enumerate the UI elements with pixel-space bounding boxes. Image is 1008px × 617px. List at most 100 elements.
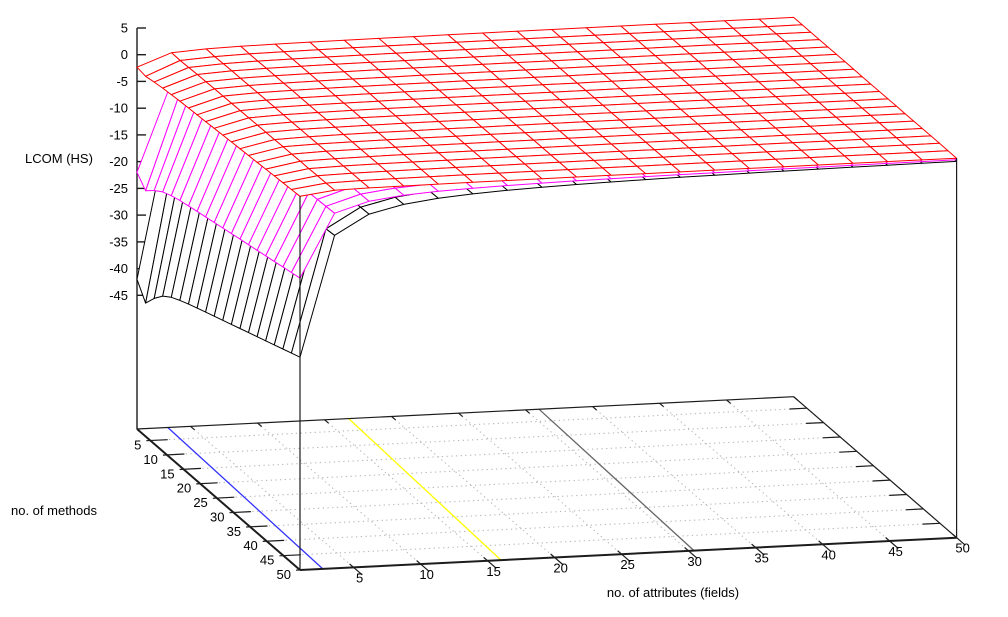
z-tick-label: -20 xyxy=(109,154,128,169)
attrs-tick xyxy=(885,537,899,549)
grid-line-attrs xyxy=(525,409,689,552)
methods-tick-mirror xyxy=(855,465,874,468)
z-tick-label: -5 xyxy=(116,74,128,89)
methods-tick-label: 5 xyxy=(134,438,141,453)
z-axis-title: LCOM (HS) xyxy=(25,151,93,166)
y-axis-title: no. of attributes (fields) xyxy=(607,585,739,600)
attrs-tick-label: 40 xyxy=(821,547,835,562)
base-back-left-edge xyxy=(136,396,794,430)
z-tick-label: 5 xyxy=(121,21,128,36)
attrs-tick-label: 20 xyxy=(553,561,567,576)
attrs-tick-mirror xyxy=(659,402,664,408)
methods-tick xyxy=(162,453,185,456)
methods-tick-label: 35 xyxy=(227,524,241,539)
attrs-tick-mirror xyxy=(592,406,597,411)
lcom-red-surface xyxy=(136,16,958,197)
methods-tick-mirror xyxy=(822,436,841,439)
z-tick-label: -25 xyxy=(109,181,128,196)
methods-tick-label: 15 xyxy=(160,466,174,481)
attrs-tick-label: 45 xyxy=(888,544,902,559)
attrs-tick xyxy=(684,546,698,559)
methods-tick-label: 40 xyxy=(243,538,257,553)
methods-tick xyxy=(212,496,235,499)
attrs-tick-mirror xyxy=(324,419,329,424)
methods-tick xyxy=(229,511,251,514)
contour-blue xyxy=(167,427,324,570)
methods-tick-mirror xyxy=(789,407,807,410)
attrs-tick-label: 35 xyxy=(754,551,768,566)
lcom-red-mesh-cell xyxy=(290,182,336,197)
z-tick-label: -30 xyxy=(109,208,128,223)
grid-line-attrs xyxy=(726,399,890,542)
attrs-axis-line xyxy=(299,536,957,571)
attrs-tick xyxy=(751,543,765,556)
attrs-tick-label: 10 xyxy=(419,567,433,582)
attrs-tick-label: 5 xyxy=(356,570,363,585)
attrs-tick-mirror xyxy=(190,425,195,431)
methods-tick-label: 20 xyxy=(177,481,191,496)
attrs-tick xyxy=(550,553,564,566)
methods-tick-label: 10 xyxy=(143,452,157,467)
contour-yellow xyxy=(348,418,502,561)
methods-tick-label: 30 xyxy=(210,510,224,525)
methods-tick-mirror xyxy=(939,537,957,540)
attrs-tick-mirror xyxy=(391,416,396,421)
methods-tick-mirror xyxy=(905,508,924,511)
methods-tick-mirror xyxy=(922,522,941,525)
x-axis-title: no. of methods xyxy=(11,503,97,518)
attrs-tick xyxy=(952,533,966,546)
methods-tick xyxy=(279,554,301,557)
methods-tick xyxy=(246,525,268,528)
attrs-tick-mirror xyxy=(726,399,731,404)
contour-gray xyxy=(538,408,695,552)
methods-tick-mirror xyxy=(806,422,824,424)
attrs-tick-mirror xyxy=(793,396,798,401)
attrs-tick-label: 30 xyxy=(687,554,701,569)
grid-line-attrs xyxy=(190,425,354,568)
methods-tick xyxy=(262,539,285,542)
lcom-black-mesh-cell xyxy=(360,196,405,215)
methods-tick-mirror xyxy=(889,493,907,496)
z-tick-label: -35 xyxy=(109,234,128,249)
methods-tick xyxy=(196,482,218,485)
methods-tick-label: 50 xyxy=(277,567,291,582)
attrs-tick xyxy=(349,563,363,576)
attrs-tick-label: 15 xyxy=(486,564,500,579)
grid-line-attrs xyxy=(592,406,756,549)
z-tick-label: -15 xyxy=(109,127,128,142)
attrs-tick-label: 50 xyxy=(955,541,969,556)
attrs-tick-label: 25 xyxy=(620,557,634,572)
attrs-tick xyxy=(617,550,631,563)
grid-line-attrs xyxy=(257,422,421,565)
methods-tick xyxy=(146,439,168,442)
methods-tick-label: 25 xyxy=(193,495,207,510)
methods-axis-line xyxy=(136,428,301,571)
z-tick-label: 0 xyxy=(121,47,128,62)
methods-tick xyxy=(295,568,318,571)
attrs-tick-mirror xyxy=(257,422,262,427)
methods-tick xyxy=(179,467,202,471)
base-back-right-edge xyxy=(793,396,957,539)
wireframe-surfaces xyxy=(136,16,958,570)
base-contour-lines xyxy=(167,408,695,570)
attrs-tick-mirror xyxy=(458,412,463,418)
tick-labels: 50-5-10-15-20-25-30-35-40-45510152025303… xyxy=(109,21,970,586)
lcom-magenta-mesh-cell xyxy=(360,187,405,202)
z-tick-label: -45 xyxy=(109,288,128,303)
attrs-tick xyxy=(483,556,497,569)
methods-tick-mirror xyxy=(839,450,857,453)
attrs-tick-mirror xyxy=(525,409,530,414)
base-borders-and-ticks xyxy=(136,27,966,576)
grid-line-attrs xyxy=(324,419,488,562)
methods-tick-label: 45 xyxy=(260,553,274,568)
grid-line-attrs xyxy=(391,416,555,558)
z-tick-label: -10 xyxy=(109,101,128,116)
attrs-tick xyxy=(416,560,430,573)
generated-plot-layers: 50-5-10-15-20-25-30-35-40-45510152025303… xyxy=(109,16,970,586)
attrs-tick xyxy=(818,540,832,553)
grid-line-attrs xyxy=(659,402,823,545)
grid-line-attrs xyxy=(458,412,622,555)
methods-tick-mirror xyxy=(872,479,891,482)
